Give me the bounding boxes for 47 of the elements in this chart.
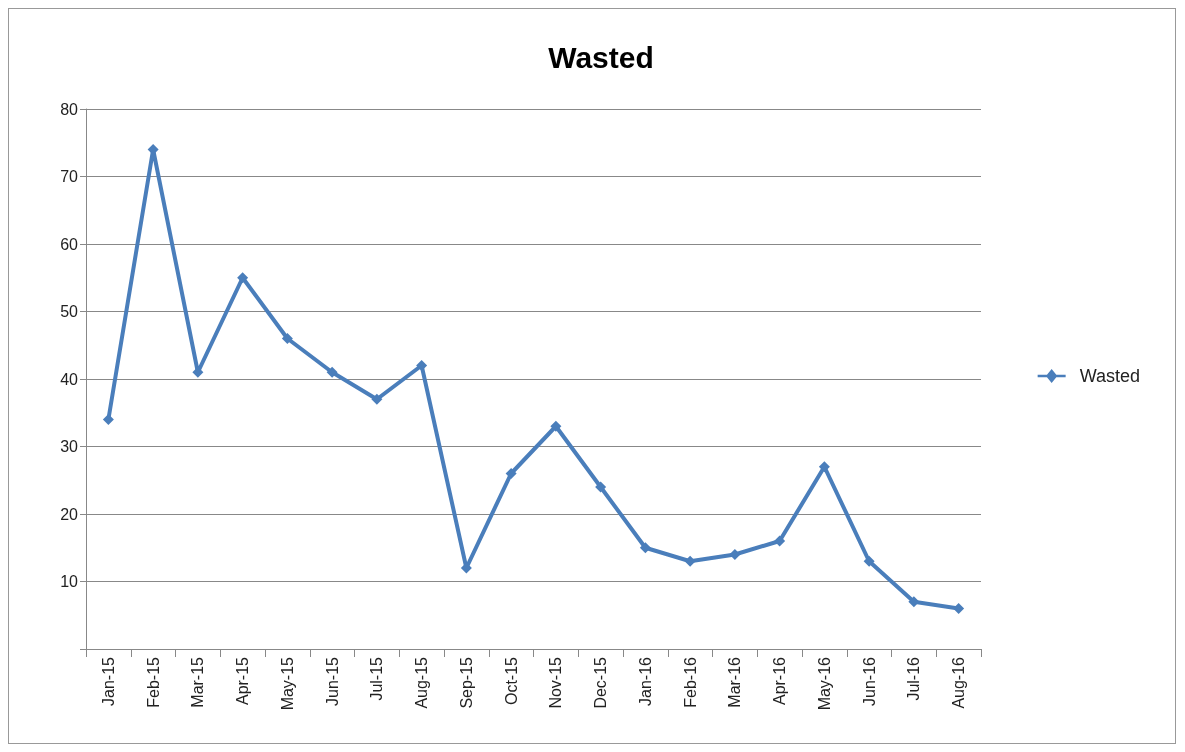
y-tick-label: 40 xyxy=(60,370,79,388)
x-tick-label: May-16 xyxy=(815,656,833,711)
x-tick-label: Jul-15 xyxy=(368,656,386,701)
point xyxy=(281,333,293,344)
y-tick-label: 70 xyxy=(60,168,79,185)
y-tick-label: 10 xyxy=(60,573,79,590)
y-tick-label: 80 xyxy=(60,100,79,118)
x-tick-label: May-15 xyxy=(278,656,296,711)
x-tick-label: Feb-15 xyxy=(144,656,162,708)
x-tick-label: Jun-15 xyxy=(323,656,341,706)
y-tick-label: 20 xyxy=(60,505,79,523)
point xyxy=(326,366,338,378)
point xyxy=(818,461,830,473)
point xyxy=(371,393,383,405)
x-tick-label: Aug-15 xyxy=(413,656,431,709)
y-tick-label: 60 xyxy=(60,235,79,253)
x-tick-label: Jun-16 xyxy=(860,656,878,706)
x-tick-label: Mar-16 xyxy=(726,656,744,708)
x-tick-label: Apr-16 xyxy=(771,656,789,706)
point xyxy=(684,555,696,567)
x-tick-label: Nov-15 xyxy=(547,656,565,709)
x-tick-label: Oct-15 xyxy=(502,656,520,706)
x-tick-label: Feb-16 xyxy=(681,656,699,708)
point xyxy=(237,272,249,284)
point xyxy=(774,535,786,547)
x-tick-label: Mar-15 xyxy=(189,656,207,708)
point xyxy=(595,481,607,493)
x-tick-label: Sep-15 xyxy=(457,656,475,709)
y-tick-label: 50 xyxy=(60,303,79,320)
x-tick-label: Jan-15 xyxy=(99,656,117,706)
point xyxy=(102,414,114,425)
point xyxy=(729,549,741,560)
point xyxy=(550,420,562,432)
point xyxy=(863,555,875,567)
point xyxy=(908,596,920,608)
y-tick-label: 30 xyxy=(60,438,79,455)
x-tick-label: Jul-16 xyxy=(905,656,923,701)
x-tick-label: Aug-16 xyxy=(950,656,968,709)
point xyxy=(639,542,651,554)
point xyxy=(953,603,965,614)
point xyxy=(416,360,428,371)
chart-title: Wasted xyxy=(548,40,654,74)
x-tick-label: Jan-16 xyxy=(636,656,654,706)
point xyxy=(505,468,517,479)
x-tick-label: Dec-15 xyxy=(592,656,610,709)
x-tick-label: Apr-15 xyxy=(234,656,252,706)
legend-label: Wasted xyxy=(1079,366,1140,386)
